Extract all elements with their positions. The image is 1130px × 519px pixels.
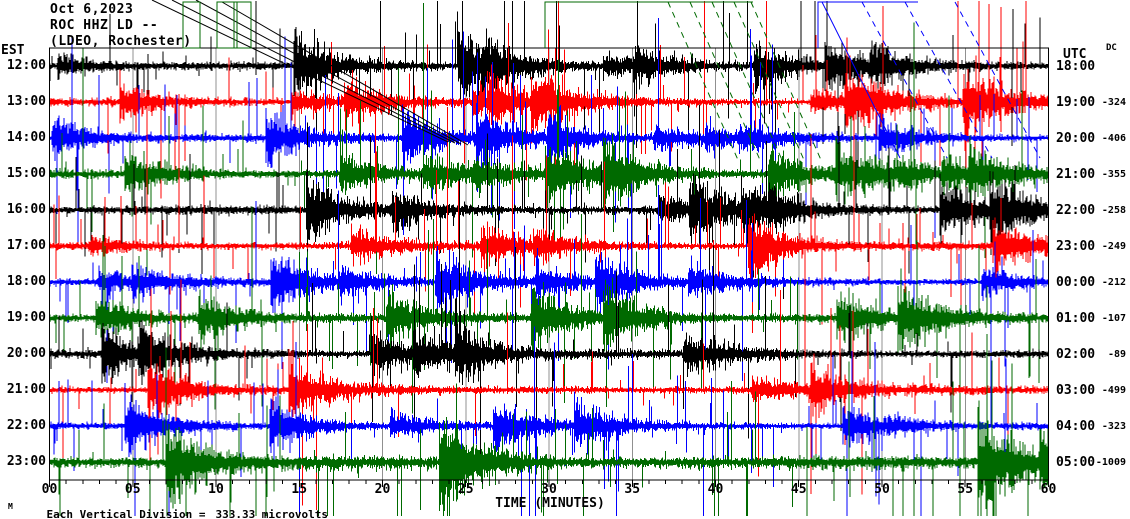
est-time-label: 15:00 [6,166,46,181]
x-tick-label: 05 [124,482,141,497]
utc-time-label: 19:00 [1056,95,1096,110]
dc-offset-value: -324 [1101,97,1126,108]
est-time-label: 17:00 [6,238,46,253]
est-time-label: 22:00 [6,418,46,433]
est-time-label: 19:00 [6,310,46,325]
header-station-code: ROC HHZ LD -- [50,18,159,33]
x-tick-label: 20 [374,482,391,497]
est-time-label: 13:00 [6,94,46,109]
dc-offset-value: -1009 [1095,457,1126,468]
scale-note-label: Each Vertical Division = [46,507,206,519]
x-axis-title: TIME (MINUTES) [495,496,605,511]
header-network-name: (LDEO, Rochester) [50,34,192,49]
dc-offset-value: -406 [1101,133,1126,144]
est-time-label: 18:00 [6,274,46,289]
x-tick-label: 55 [957,482,974,497]
x-tick-label: 10 [208,482,224,497]
utc-time-label: 00:00 [1056,275,1096,290]
dc-offset-value: -212 [1101,277,1126,288]
x-tick-label: 50 [874,482,890,497]
est-time-label: 23:00 [6,454,46,469]
utc-time-label: 18:00 [1056,59,1096,74]
utc-time-label: 23:00 [1056,239,1096,254]
x-tick-label: 00 [41,482,58,497]
x-tick-label: 35 [624,482,641,497]
x-tick-label: 45 [790,482,807,497]
dc-offset-value: -89 [1107,349,1126,360]
scale-note: Each Vertical Division = 333.33 microvolt… [20,497,329,519]
x-tick-label: 25 [457,482,474,497]
dc-offset-value: -355 [1101,169,1126,180]
utc-time-label: 05:00 [1056,455,1096,470]
utc-time-label: 04:00 [1056,419,1096,434]
right-axis-header: UTC [1063,47,1087,62]
utc-time-label: 03:00 [1056,383,1096,398]
logo-mark: M [8,502,13,511]
dc-offset-value: -499 [1101,385,1126,396]
est-time-label: 21:00 [6,382,46,397]
header-date: Oct 6,2023 [50,2,134,17]
utc-time-label: 20:00 [1056,131,1096,146]
dc-offset-value: -258 [1101,205,1126,216]
est-time-label: 16:00 [6,202,46,217]
est-time-label: 12:00 [6,58,46,73]
utc-time-label: 22:00 [1056,203,1096,218]
dc-column-header: DC [1106,43,1117,53]
x-tick-label: 60 [1040,482,1057,497]
est-time-label: 20:00 [6,346,46,361]
x-tick-label: 15 [291,482,308,497]
utc-time-label: 01:00 [1056,311,1096,326]
x-tick-label: 40 [707,482,724,497]
dc-offset-value: -323 [1101,421,1126,432]
x-tick-label: 30 [541,482,557,497]
left-axis-header: EST [1,43,25,58]
dc-offset-value: -107 [1101,313,1126,324]
scale-note-value: 333.33 microvolts [215,507,329,519]
est-time-label: 14:00 [6,130,46,145]
utc-time-label: 21:00 [1056,167,1096,182]
utc-time-label: 02:00 [1056,347,1096,362]
dc-offset-value: -249 [1101,241,1126,252]
